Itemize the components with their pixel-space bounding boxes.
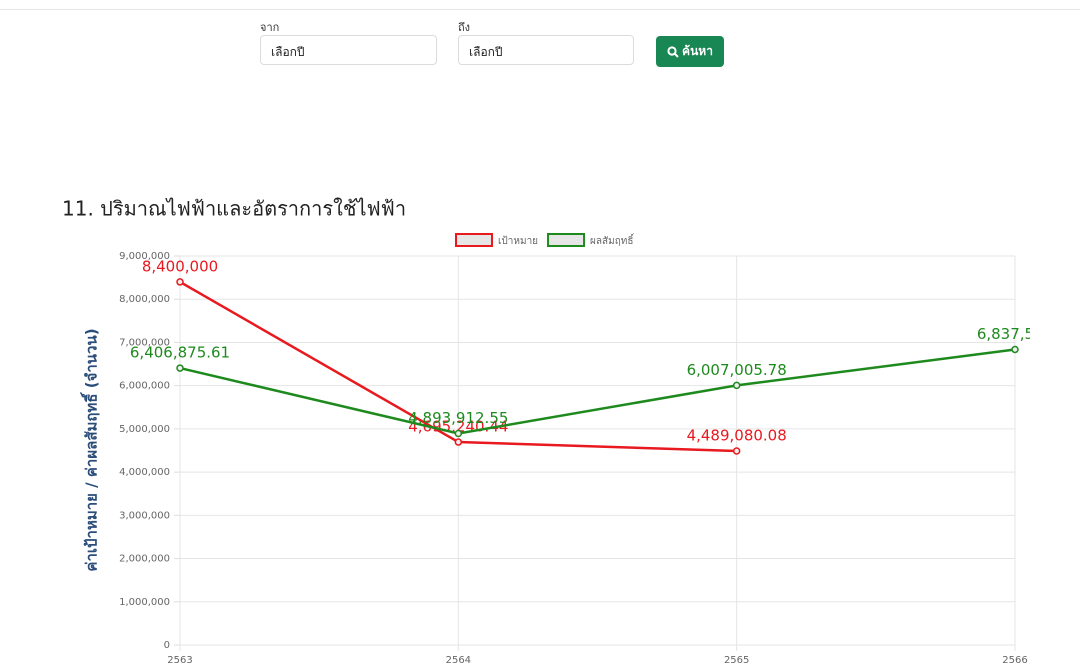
data-label: 6,837,560	[977, 325, 1053, 343]
point	[454, 438, 463, 446]
y-tick-label: 4,000,000	[119, 467, 170, 478]
from-label: จาก	[260, 21, 280, 34]
y-tick-label: 7,000,000	[119, 337, 170, 348]
legend-swatch	[455, 233, 493, 247]
legend-label: ผลสัมฤทธิ์	[590, 233, 635, 247]
point	[176, 278, 184, 286]
y-tick-label: 0	[164, 640, 170, 651]
y-tick-label: 2,000,000	[119, 554, 170, 565]
data-label: 4,893,912.55	[408, 409, 508, 427]
search-text: ค้นหา	[682, 44, 713, 58]
y-tick-label: 3,000,000	[119, 510, 170, 521]
legend-label: เป้าหมาย	[498, 235, 538, 247]
x-tick-label: 2564	[446, 655, 471, 666]
legend-swatch	[547, 233, 586, 247]
point	[176, 364, 184, 372]
data-label: 4,695,240.44	[408, 418, 508, 436]
point	[732, 381, 741, 390]
y-tick-label: 1,000,000	[119, 597, 170, 608]
search-button[interactable]: ค้นหา	[656, 36, 724, 67]
y-axis-label: ค่าเป้าหมาย / ค่าผลสัมฤทธิ์ (จำนวน)	[80, 328, 101, 571]
y-tick-label: 6,000,000	[119, 381, 170, 392]
search-icon	[667, 45, 679, 58]
point	[732, 447, 741, 455]
x-tick-label: 2565	[724, 655, 749, 666]
plot: 0 1,000,000 2,000,000 3,000,000 4,000,000 5,0…	[119, 251, 1053, 666]
data-label: 4,489,080.08	[687, 426, 787, 444]
y-tick-label: 9,000,000	[119, 251, 170, 262]
data-label: 6,406,875.61	[130, 344, 230, 362]
x-tick-label: 2563	[167, 655, 192, 666]
chart-title: 11. ปริมาณไฟฟ้าและอัตราการใช้ไฟฟ้า	[62, 197, 406, 221]
to-label: ถึง	[458, 21, 471, 34]
data-label: 6,007,005.78	[687, 361, 787, 379]
point	[454, 429, 463, 438]
series-line	[179, 348, 1016, 435]
top-border	[0, 9, 1080, 10]
to-select[interactable]: เลือกปี	[458, 35, 634, 65]
data-label: 8,400,000	[142, 257, 218, 275]
from-select[interactable]: เลือกปี	[260, 35, 437, 65]
y-tick-label: 5,000,000	[119, 424, 170, 435]
point	[1011, 345, 1019, 354]
y-tick-label: 8,000,000	[119, 294, 170, 305]
x-tick-label: 2566	[1002, 655, 1027, 666]
